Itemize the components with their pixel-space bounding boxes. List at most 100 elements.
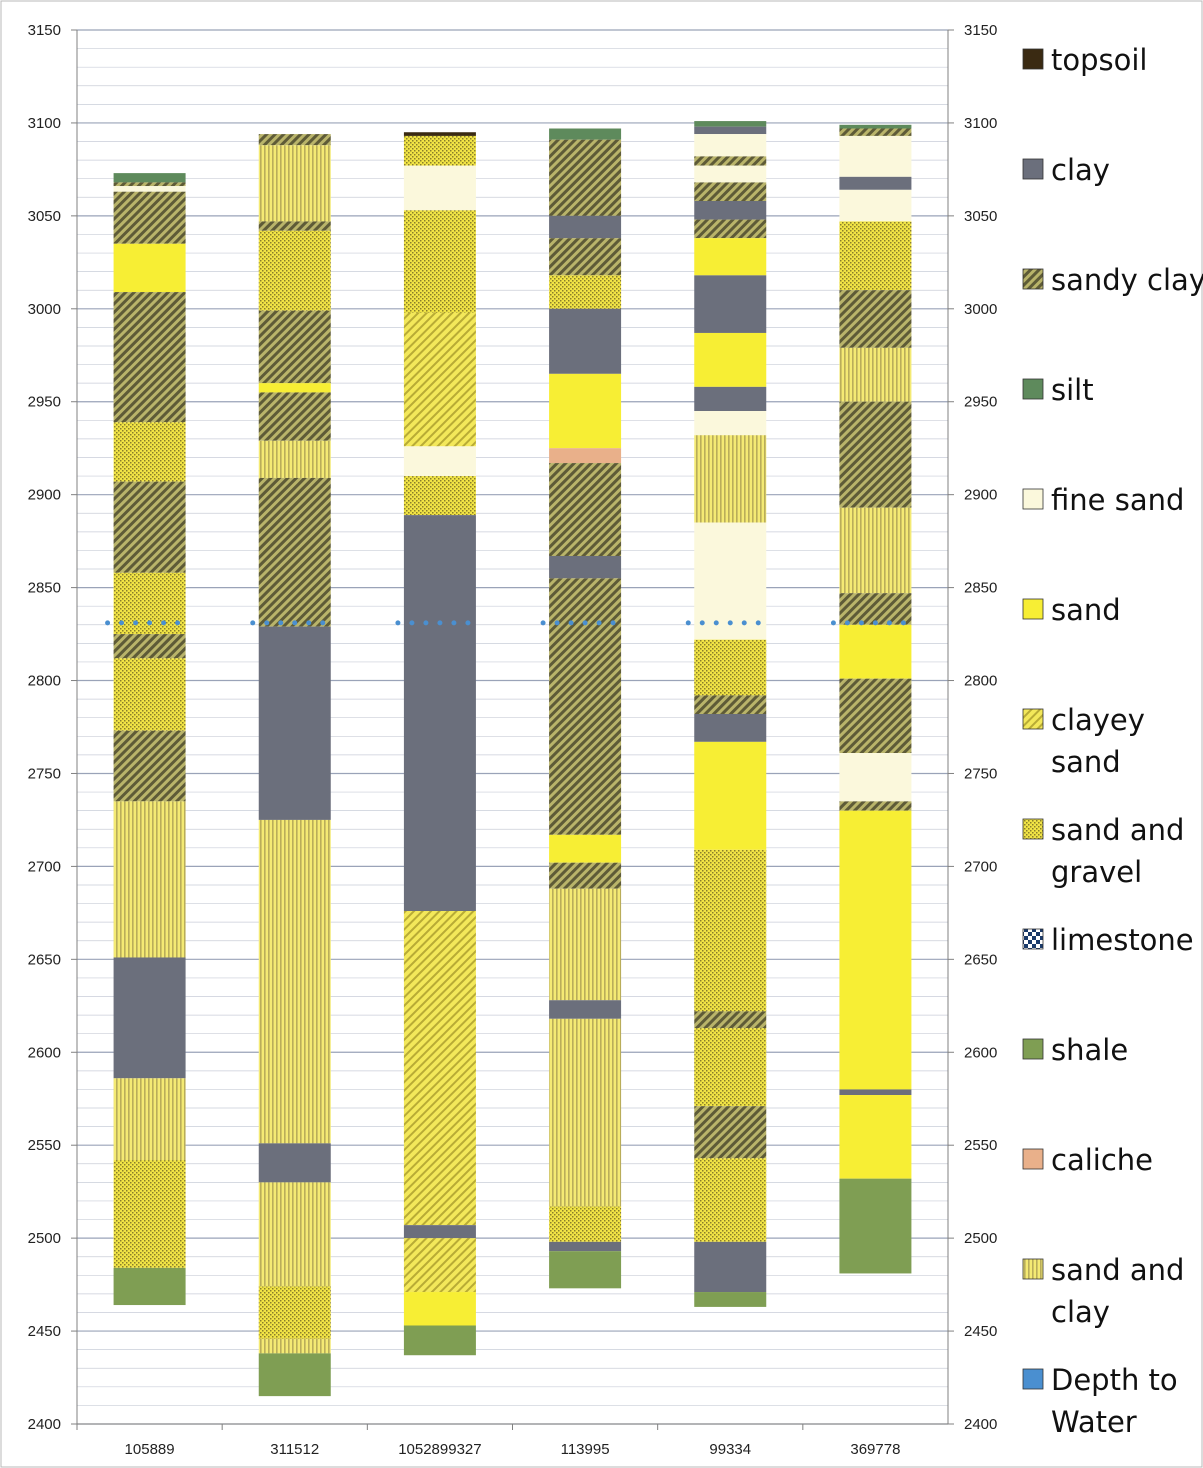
interval-shale <box>113 1267 186 1306</box>
well-column-369778 <box>839 124 912 1274</box>
interval-clay <box>839 176 912 190</box>
interval-sandy-clay <box>258 221 331 231</box>
legend-label: shale <box>1051 1033 1128 1067</box>
interval-shale <box>839 1178 912 1274</box>
interval-clay <box>113 957 186 1079</box>
interval-clay <box>258 1143 331 1183</box>
interval-sand-gravel <box>403 476 476 516</box>
y-tick-label-left: 2750 <box>28 765 61 782</box>
y-tick-label-right: 2450 <box>964 1323 997 1340</box>
interval-sand-clay <box>839 347 912 402</box>
interval-clay <box>549 556 622 579</box>
interval-sandy-clay <box>694 182 767 201</box>
y-tick-label-left: 2850 <box>28 580 61 597</box>
interval-clayey-sand <box>403 1238 476 1293</box>
legend-swatch-sand-gravel <box>1022 818 1044 840</box>
y-tick-label-left: 2650 <box>28 951 61 968</box>
y-tick-label-right: 2600 <box>964 1044 997 1061</box>
interval-sand-clay <box>113 1078 186 1161</box>
interval-fine-sand <box>403 446 476 477</box>
legend-swatch-caliche <box>1022 1148 1044 1170</box>
interval-clay <box>694 126 767 135</box>
interval-sandy-clay <box>694 1106 767 1159</box>
interval-silt <box>549 128 622 140</box>
y-tick-label-right: 2850 <box>964 580 997 597</box>
interval-sand-gravel <box>113 422 186 482</box>
legend-swatch-clayey-sand <box>1022 708 1044 730</box>
interval-sand-gravel <box>694 639 767 696</box>
interval-sand <box>694 741 767 850</box>
interval-sand <box>839 810 912 1090</box>
interval-silt <box>694 121 767 127</box>
interval-clay <box>694 1241 767 1293</box>
interval-sand-clay <box>839 507 912 594</box>
interval-sand-clay <box>694 435 767 523</box>
interval-clay <box>549 215 622 239</box>
interval-sandy-clay <box>258 134 331 146</box>
interval-silt <box>113 173 186 183</box>
legend-swatch-clay <box>1022 158 1044 180</box>
axes: 2400 2400 2450 2450 2500 2500 2550 2550 2600 2600… <box>28 22 998 1458</box>
y-tick-label-left: 2450 <box>28 1323 61 1340</box>
x-category-label: 1052899327 <box>398 1441 481 1458</box>
y-tick-label-right: 2650 <box>964 951 997 968</box>
y-tick-label-left: 2400 <box>28 1416 61 1433</box>
y-tick-label-right: 2700 <box>964 858 997 875</box>
y-tick-label-left: 3100 <box>28 115 61 132</box>
well-columns <box>113 121 912 1397</box>
interval-sand-gravel <box>113 1160 186 1268</box>
y-tick-label-left: 3000 <box>28 301 61 318</box>
legend-swatch-silt <box>1022 378 1044 400</box>
interval-sand-gravel <box>549 275 622 309</box>
legend-label: gravel <box>1051 855 1142 889</box>
legend-label: sand and <box>1051 813 1184 847</box>
interval-sandy-clay <box>113 191 186 244</box>
well-column-311512 <box>258 134 331 1397</box>
y-tick-label-right: 2950 <box>964 394 997 411</box>
interval-sand-gravel <box>403 135 476 166</box>
y-tick-label-left: 2950 <box>28 394 61 411</box>
interval-sandy-clay <box>694 156 767 166</box>
legend-label: clay <box>1051 153 1110 187</box>
interval-sand-clay <box>258 819 331 1144</box>
interval-sand-clay <box>258 440 331 478</box>
legend-swatch-sand-clay <box>1022 1258 1044 1280</box>
y-tick-label-right: 2750 <box>964 765 997 782</box>
interval-sand <box>839 1095 912 1179</box>
interval-sandy-clay <box>113 481 186 573</box>
y-tick-label-left: 2900 <box>28 487 61 504</box>
interval-caliche <box>549 448 622 464</box>
legend-label: clayey <box>1051 703 1145 737</box>
x-category-label: 99334 <box>709 1441 751 1458</box>
interval-clayey-sand <box>403 911 476 1226</box>
interval-fine-sand <box>694 411 767 436</box>
interval-sandy-clay <box>258 310 331 384</box>
interval-sand-clay <box>549 888 622 1001</box>
y-tick-label-right: 2400 <box>964 1416 997 1433</box>
legend-swatch-sandy-clay <box>1022 268 1044 290</box>
interval-sand-gravel <box>694 849 767 1012</box>
interval-sandy-clay <box>694 219 767 239</box>
y-tick-label-left: 3150 <box>28 22 61 39</box>
y-tick-label-right: 3150 <box>964 22 997 39</box>
legend: topsoil clay sandy clay silt fine sand sand cl… <box>1022 43 1203 1439</box>
interval-fine-sand <box>694 134 767 157</box>
interval-sand-gravel <box>403 210 476 313</box>
interval-sand-gravel <box>258 1286 331 1339</box>
interval-sandy-clay <box>549 463 622 557</box>
interval-fine-sand <box>839 189 912 222</box>
y-tick-label-right: 3000 <box>964 301 997 318</box>
interval-sandy-clay <box>549 862 622 889</box>
y-tick-label-right: 3100 <box>964 115 997 132</box>
interval-sandy-clay <box>839 290 912 348</box>
interval-shale <box>403 1325 476 1356</box>
interval-clay <box>258 626 331 820</box>
legend-swatch-topsoil <box>1022 48 1044 70</box>
interval-sand-clay <box>258 145 331 222</box>
y-tick-label-right: 3050 <box>964 208 997 225</box>
interval-fine-sand <box>839 135 912 177</box>
y-tick-label-right: 2500 <box>964 1230 997 1247</box>
interval-sandy-clay <box>258 477 331 627</box>
interval-sandy-clay <box>694 695 767 714</box>
interval-sand-gravel <box>258 230 331 311</box>
